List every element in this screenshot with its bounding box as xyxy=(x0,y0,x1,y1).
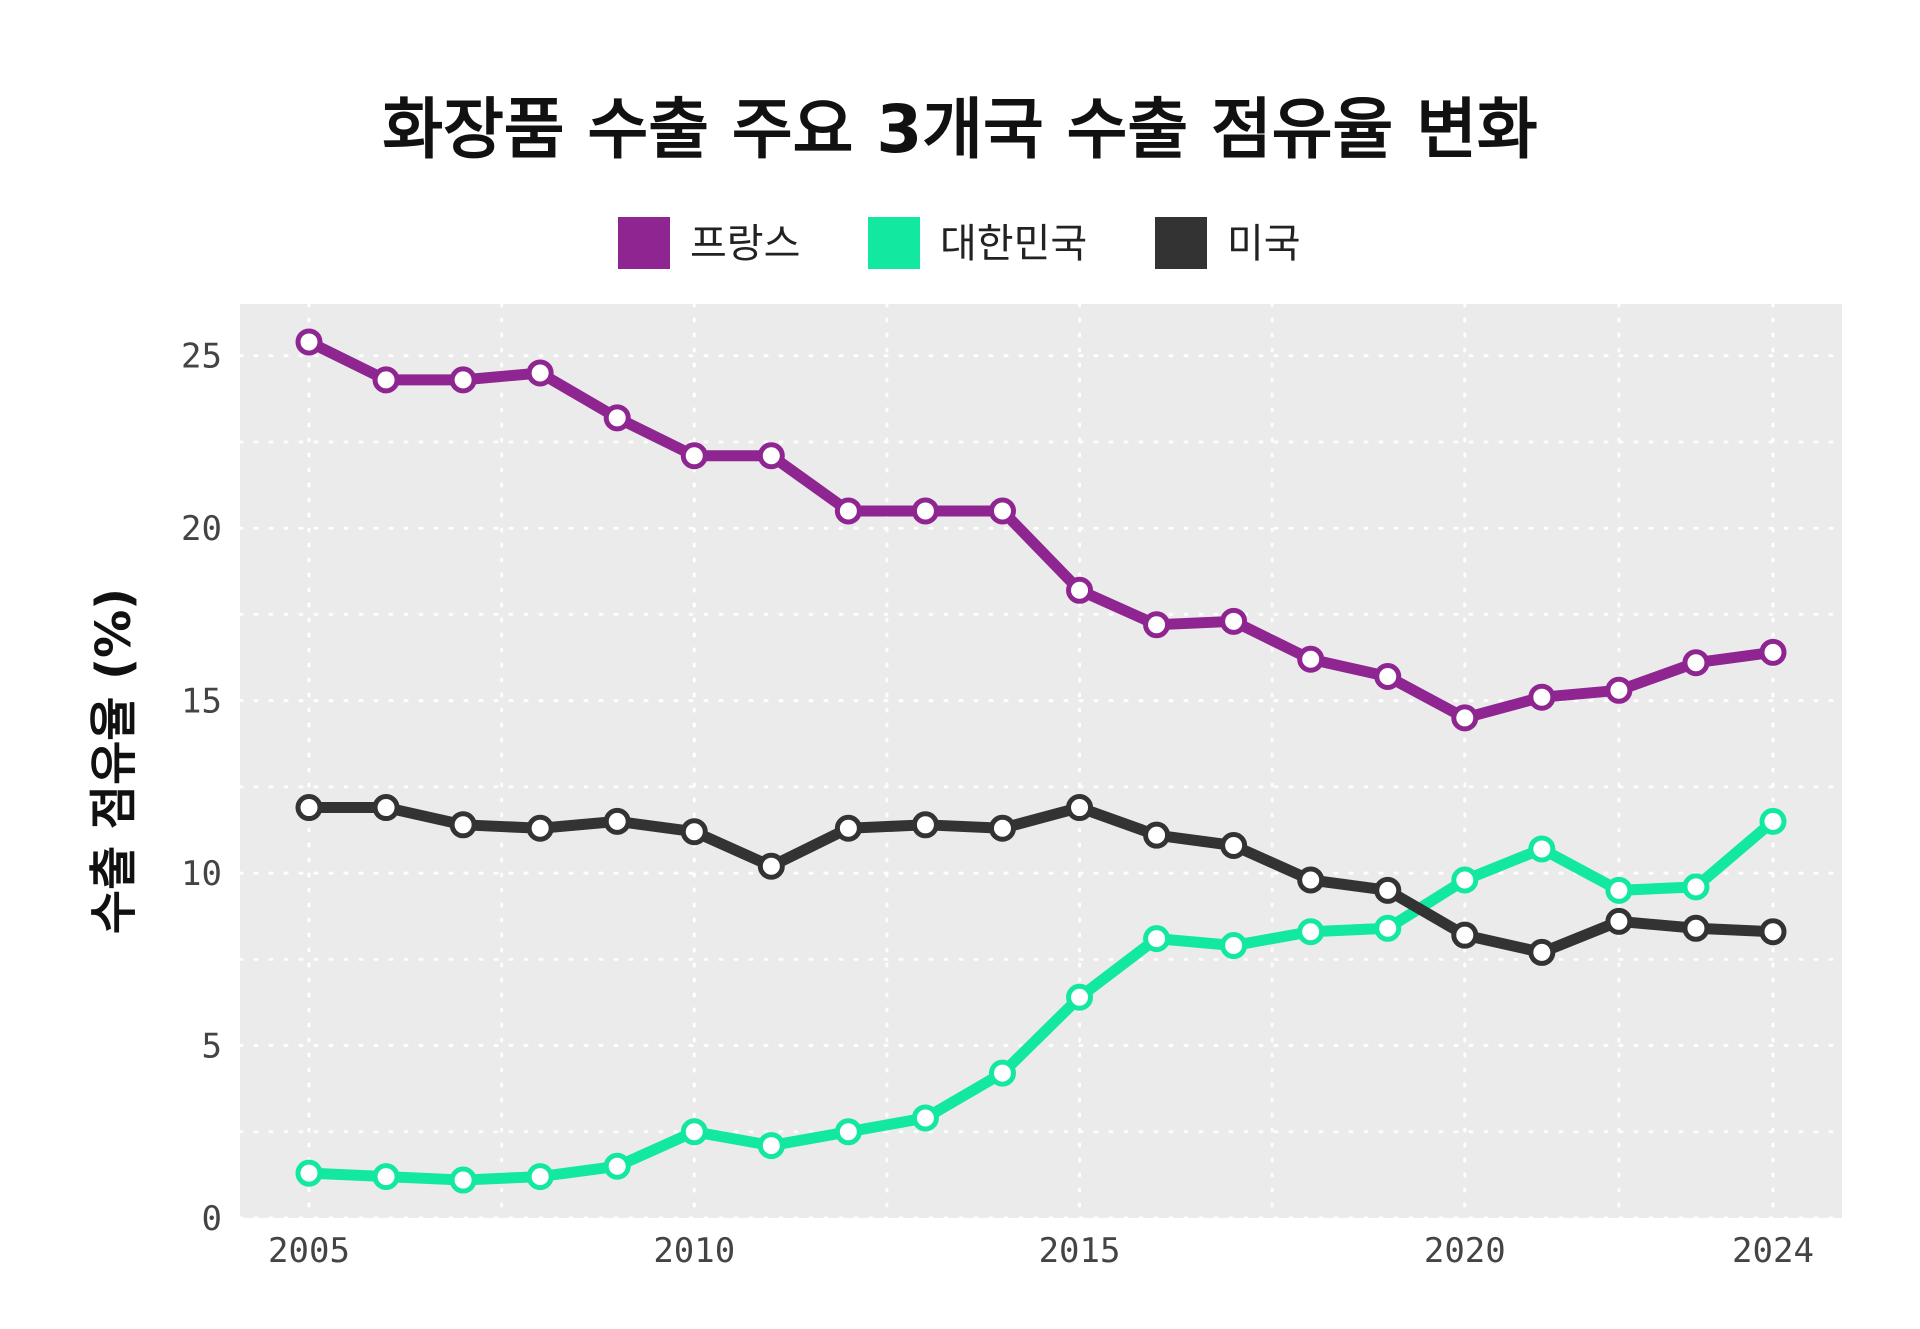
data-point xyxy=(1143,821,1171,849)
data-point xyxy=(449,1166,477,1194)
series-points xyxy=(295,328,1787,732)
data-point xyxy=(449,811,477,839)
data-point xyxy=(1297,645,1325,673)
y-axis-label: 수출 점유율 (%) xyxy=(86,588,142,934)
data-point xyxy=(449,366,477,394)
y-tick-label: 10 xyxy=(181,854,222,894)
data-point xyxy=(372,1163,400,1191)
data-point xyxy=(1143,611,1171,639)
data-point xyxy=(295,794,323,822)
data-point xyxy=(1759,918,1787,946)
data-point xyxy=(603,1152,631,1180)
series-points xyxy=(295,794,1787,966)
data-point xyxy=(834,814,862,842)
x-tick-label: 2010 xyxy=(653,1231,735,1271)
data-point xyxy=(1605,907,1633,935)
data-point xyxy=(757,852,785,880)
data-point xyxy=(372,366,400,394)
legend-label: 프랑스 xyxy=(690,221,800,267)
data-point xyxy=(1682,914,1710,942)
data-point xyxy=(834,1118,862,1146)
data-point xyxy=(1759,638,1787,666)
data-point xyxy=(526,814,554,842)
series-layer xyxy=(295,328,1787,1194)
data-point xyxy=(911,1104,939,1132)
data-point xyxy=(988,814,1016,842)
legend-swatch xyxy=(618,217,670,269)
data-point xyxy=(1220,832,1248,860)
x-axis-ticks: 2005 2010 2015 2020 2024 xyxy=(268,1231,1814,1271)
series-points xyxy=(295,807,1787,1194)
data-point xyxy=(1451,704,1479,732)
data-point xyxy=(603,404,631,432)
y-axis-ticks: 0 5 10 15 20 25 xyxy=(181,337,222,1239)
x-tick-label: 2005 xyxy=(268,1231,350,1271)
legend: 프랑스 대한민국 미국 xyxy=(618,217,1301,269)
legend-item: 프랑스 xyxy=(618,217,800,269)
data-point xyxy=(1066,983,1094,1011)
data-point xyxy=(680,442,708,470)
legend-item: 대한민국 xyxy=(868,217,1087,269)
data-point xyxy=(295,328,323,356)
legend-swatch xyxy=(868,217,920,269)
data-point xyxy=(1682,873,1710,901)
data-point xyxy=(911,497,939,525)
plot-area xyxy=(240,304,1842,1218)
data-point xyxy=(834,497,862,525)
y-tick-label: 0 xyxy=(202,1199,222,1239)
legend-label: 대한민국 xyxy=(940,221,1087,267)
y-tick-label: 20 xyxy=(181,509,222,549)
data-point xyxy=(1143,925,1171,953)
legend-label: 미국 xyxy=(1227,221,1301,267)
data-point xyxy=(1066,576,1094,604)
data-point xyxy=(1066,794,1094,822)
data-point xyxy=(1528,938,1556,966)
data-point xyxy=(1297,866,1325,894)
x-tick-label: 2015 xyxy=(1039,1231,1121,1271)
data-point xyxy=(757,1132,785,1160)
data-point xyxy=(988,1059,1016,1087)
data-point xyxy=(1220,932,1248,960)
grid xyxy=(238,302,1844,1220)
data-point xyxy=(1528,683,1556,711)
y-tick-label: 15 xyxy=(181,682,222,722)
data-point xyxy=(1759,807,1787,835)
data-point xyxy=(526,359,554,387)
data-point xyxy=(988,497,1016,525)
data-point xyxy=(1682,649,1710,677)
legend-swatch xyxy=(1155,217,1207,269)
data-point xyxy=(1220,607,1248,635)
chart-title: 화장품 수출 주요 3개국 수출 점유율 변화 xyxy=(382,91,1537,168)
data-point xyxy=(295,1159,323,1187)
data-point xyxy=(1605,676,1633,704)
data-point xyxy=(680,818,708,846)
legend-item: 미국 xyxy=(1155,217,1301,269)
data-point xyxy=(680,1118,708,1146)
data-point xyxy=(1605,876,1633,904)
data-point xyxy=(372,794,400,822)
y-tick-label: 5 xyxy=(202,1027,222,1067)
data-point xyxy=(1374,662,1402,690)
data-point xyxy=(603,807,631,835)
data-point xyxy=(1374,876,1402,904)
x-tick-label: 2020 xyxy=(1424,1231,1506,1271)
data-point xyxy=(526,1163,554,1191)
data-point xyxy=(1451,866,1479,894)
data-point xyxy=(911,811,939,839)
data-point xyxy=(1451,921,1479,949)
data-point xyxy=(757,442,785,470)
x-tick-label: 2024 xyxy=(1732,1231,1814,1271)
data-point xyxy=(1374,914,1402,942)
y-tick-label: 25 xyxy=(181,337,222,377)
data-point xyxy=(1528,835,1556,863)
data-point xyxy=(1297,918,1325,946)
